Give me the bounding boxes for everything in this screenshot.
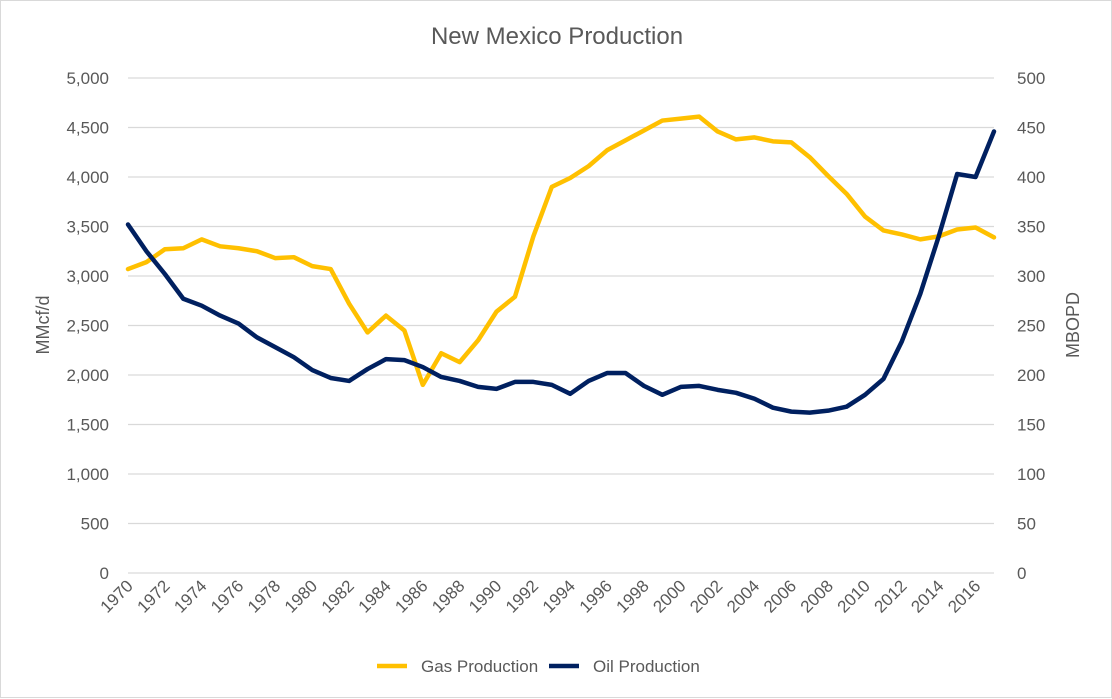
x-tick-label: 1974: [170, 576, 210, 616]
y-tick-label: 3,500: [66, 218, 109, 237]
y2-tick-label: 300: [1017, 267, 1045, 286]
x-tick-label: 1978: [244, 576, 284, 616]
y-axis-title: MMcf/d: [33, 295, 53, 354]
y2-tick-label: 150: [1017, 416, 1045, 435]
series-line-oil-production: [125, 129, 997, 415]
x-tick-label: 1976: [207, 576, 247, 616]
x-tick-label: 1992: [502, 576, 542, 616]
y2-tick-label: 200: [1017, 366, 1045, 385]
y2-tick-label: 100: [1017, 465, 1045, 484]
x-tick-label: 2010: [834, 576, 874, 616]
y-tick-label: 4,500: [66, 119, 109, 138]
x-tick-label: 2008: [797, 576, 837, 616]
y-tick-label: 2,000: [66, 366, 109, 385]
x-tick-label: 2014: [907, 576, 947, 616]
y2-tick-label: 450: [1017, 119, 1045, 138]
y2-tick-label: 0: [1017, 564, 1026, 583]
y2-tick-label: 50: [1017, 515, 1036, 534]
x-tick-label: 1996: [576, 576, 616, 616]
y-tick-label: 500: [81, 515, 109, 534]
y-tick-label: 3,000: [66, 267, 109, 286]
x-tick-label: 2012: [871, 576, 911, 616]
y-tick-label: 1,000: [66, 465, 109, 484]
y2-axis-title: MBOPD: [1063, 292, 1083, 358]
y-tick-label: 0: [100, 564, 109, 583]
y2-tick-label: 250: [1017, 317, 1045, 336]
x-tick-label: 1994: [539, 576, 579, 616]
x-tick-label: 2004: [723, 576, 763, 616]
x-tick-label: 1986: [391, 576, 431, 616]
y2-tick-label: 400: [1017, 168, 1045, 187]
x-tick-label: 1980: [281, 576, 321, 616]
x-tick-label: 1982: [318, 576, 358, 616]
y-tick-label: 2,500: [66, 317, 109, 336]
series-line-gas-production: [125, 114, 997, 388]
x-tick-label: 1998: [613, 576, 653, 616]
x-tick-label: 1990: [465, 576, 505, 616]
chart-title: New Mexico Production: [431, 23, 683, 50]
x-tick-label: 1984: [355, 576, 395, 616]
x-tick-label: 2016: [944, 576, 984, 616]
x-tick-label: 1988: [428, 576, 468, 616]
y-tick-label: 5,000: [66, 69, 109, 88]
legend-label: Gas Production: [421, 657, 538, 676]
x-tick-label: 1972: [133, 576, 173, 616]
y-tick-label: 1,500: [66, 416, 109, 435]
y2-tick-label: 350: [1017, 218, 1045, 237]
x-tick-label: 2000: [649, 576, 689, 616]
x-tick-label: 2002: [686, 576, 726, 616]
y2-tick-label: 500: [1017, 69, 1045, 88]
legend-label: Oil Production: [593, 657, 700, 676]
x-tick-label: 2006: [760, 576, 800, 616]
y-tick-label: 4,000: [66, 168, 109, 187]
legend: Gas Production Oil Production: [377, 657, 700, 676]
